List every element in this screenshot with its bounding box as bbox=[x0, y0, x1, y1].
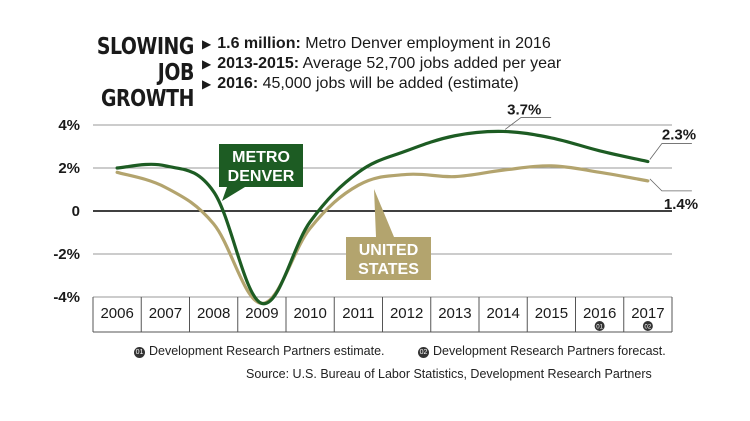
y-tick-label: 4% bbox=[58, 117, 80, 134]
united-states-label-pointer bbox=[374, 189, 394, 237]
footnote-2: 02 Development Research Partners forecast… bbox=[418, 344, 666, 358]
metro-denver-label-line-2: DENVER bbox=[228, 168, 295, 185]
x-tick-label: 2008 bbox=[197, 305, 230, 322]
footnote-marker-label: 01 bbox=[596, 325, 603, 331]
key-fact-label: 1.6 million: bbox=[217, 35, 301, 52]
x-tick-label: 2017 bbox=[631, 305, 664, 322]
footnote-2-text: Development Research Partners forecast. bbox=[433, 344, 666, 358]
triangle-arrow-icon: ▶ bbox=[202, 37, 212, 51]
value-callout-leader bbox=[649, 143, 692, 160]
chart-title-line-1: SLOWING JOB bbox=[96, 34, 195, 86]
key-fact-item: ▶ 1.6 million: Metro Denver employment in… bbox=[202, 34, 561, 54]
triangle-arrow-icon: ▶ bbox=[202, 77, 212, 91]
united-states-label-box bbox=[346, 237, 431, 280]
x-tick-label: 2012 bbox=[390, 305, 423, 322]
metro-denver-label-pointer bbox=[222, 187, 245, 201]
value-callout-leader bbox=[504, 117, 552, 130]
key-fact-item: ▶ 2016: 45,000 jobs will be added (estima… bbox=[202, 74, 561, 94]
metro-denver-label-box bbox=[219, 144, 303, 187]
key-fact-text: Average 52,700 jobs added per year bbox=[299, 55, 562, 72]
source-note: Source: U.S. Bureau of Labor Statistics,… bbox=[246, 367, 652, 381]
x-tick-label: 2007 bbox=[149, 305, 182, 322]
x-tick-label: 2015 bbox=[535, 305, 568, 322]
key-fact-text: 45,000 jobs will be added (estimate) bbox=[258, 75, 519, 92]
metro-denver-line bbox=[115, 129, 650, 306]
footnote-marker-icon bbox=[642, 321, 653, 331]
key-fact-text: Metro Denver employment in 2016 bbox=[300, 35, 551, 52]
key-fact-label: 2016: bbox=[217, 75, 259, 92]
united-states-label-line-2: STATES bbox=[358, 261, 419, 278]
chart-title-line-2: GROWTH bbox=[100, 86, 194, 112]
metro-denver-label-line-1: METRO bbox=[232, 149, 290, 166]
x-tick-label: 2010 bbox=[293, 305, 326, 322]
triangle-arrow-icon: ▶ bbox=[202, 57, 212, 71]
y-tick-label: -4% bbox=[53, 289, 80, 306]
y-tick-label: -2% bbox=[53, 246, 80, 263]
united-states-label-line-1: UNITED bbox=[359, 242, 419, 259]
key-fact-label: 2013-2015: bbox=[217, 55, 300, 72]
x-tick-label: 2011 bbox=[342, 305, 374, 322]
x-tick-label: 2006 bbox=[100, 305, 133, 322]
x-tick-label: 2016 bbox=[583, 305, 616, 322]
key-facts-list: ▶ 1.6 million: Metro Denver employment in… bbox=[202, 34, 561, 94]
y-tick-label: 2% bbox=[58, 160, 80, 177]
value-annotation: 3.7% bbox=[507, 101, 541, 118]
key-fact-item: ▶ 2013-2015: Average 52,700 jobs added pe… bbox=[202, 54, 561, 74]
value-annotation: 1.4% bbox=[664, 196, 698, 213]
y-tick-label: 0 bbox=[72, 203, 80, 220]
footnote-1-text: Development Research Partners estimate. bbox=[149, 344, 385, 358]
x-tick-label: 2009 bbox=[245, 305, 278, 322]
footnote-1: 01 Development Research Partners estimate… bbox=[134, 344, 385, 358]
footnote-marker-2: 02 bbox=[418, 347, 429, 358]
x-tick-label: 2013 bbox=[438, 305, 471, 322]
chart-title: SLOWING JOB GROWTH bbox=[86, 34, 195, 112]
footnote-marker-label: 02 bbox=[645, 325, 652, 331]
footnote-marker-1: 01 bbox=[134, 347, 145, 358]
value-annotation: 2.3% bbox=[662, 127, 696, 144]
footnote-marker-icon bbox=[594, 321, 605, 331]
value-callout-leader bbox=[649, 178, 692, 192]
x-tick-label: 2014 bbox=[486, 305, 519, 322]
united-states-line bbox=[115, 164, 650, 306]
